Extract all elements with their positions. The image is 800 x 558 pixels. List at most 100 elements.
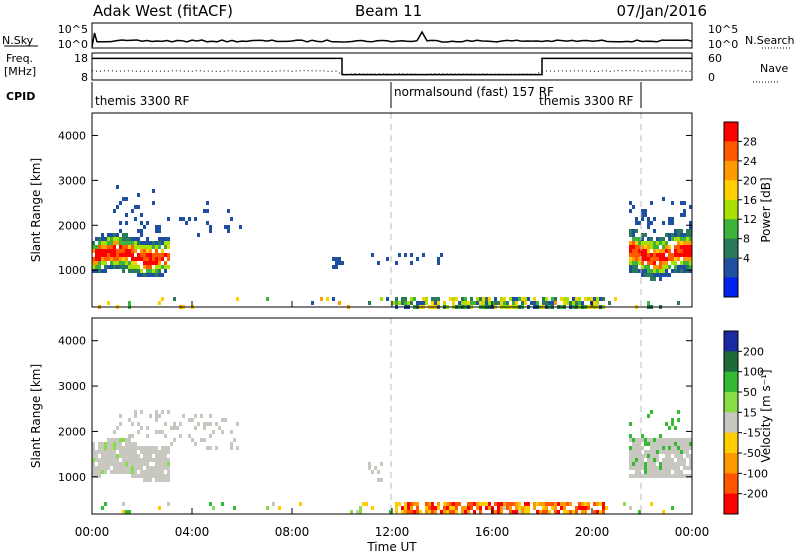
power-cell [665, 273, 668, 277]
power-cell [668, 233, 671, 237]
power-cell [683, 253, 686, 257]
power-cell [92, 265, 95, 269]
velocity-cell [671, 458, 674, 462]
power-cell [467, 301, 470, 305]
velocity-cell [569, 510, 572, 514]
power-cell [404, 253, 407, 257]
power-cell [122, 269, 125, 273]
power-cell [125, 221, 128, 225]
power-cell [548, 301, 551, 305]
power-cell [95, 253, 98, 257]
power-cell [125, 245, 128, 249]
power-cell [629, 245, 632, 249]
time-tick-label: 12:00 [375, 525, 410, 539]
velocity-cell [509, 506, 512, 510]
velocity-cell [146, 478, 149, 482]
velocity-cell [146, 446, 149, 450]
velocity-cell [596, 510, 599, 514]
velocity-cell [380, 462, 383, 466]
velocity-cell [497, 510, 500, 514]
power-cell [635, 237, 638, 241]
power-cell [125, 241, 128, 245]
power-cell [194, 217, 197, 221]
velocity-cell [644, 462, 647, 466]
power-cell [533, 297, 536, 301]
velocity-cell [632, 458, 635, 462]
colorbar-tick-label: 50 [743, 386, 757, 399]
velocity-cell [653, 446, 656, 450]
velocity-cell [653, 462, 656, 466]
velocity-cell [197, 422, 200, 426]
power-cell [674, 257, 677, 261]
power-cell [137, 269, 140, 273]
colorbar-tick-label: 20 [743, 174, 757, 187]
power-cell [515, 297, 518, 301]
velocity-cell [98, 450, 101, 454]
velocity-cell [146, 426, 149, 430]
velocity-cell [464, 506, 467, 510]
power-cell [113, 237, 116, 241]
power-cell [401, 301, 404, 305]
velocity-cell [356, 510, 359, 514]
velocity-cell [122, 458, 125, 462]
power-cell [680, 269, 683, 273]
power-cell [641, 253, 644, 257]
velocity-cell [683, 462, 686, 466]
velocity-cell [116, 426, 119, 430]
power-cell [674, 253, 677, 257]
power-cell [161, 253, 164, 257]
velocity-cell [194, 442, 197, 446]
power-cell [140, 269, 143, 273]
velocity-cell [482, 502, 485, 506]
nsearch-bottom-tick: 10^0 [708, 38, 738, 51]
power-cell [665, 249, 668, 253]
power-cell [650, 241, 653, 245]
velocity-cell [542, 502, 545, 506]
velocity-cell [662, 446, 665, 450]
power-cell [236, 297, 239, 301]
velocity-cell [128, 462, 131, 466]
velocity-cell [164, 466, 167, 470]
power-cell [152, 273, 155, 277]
velocity-cell [656, 446, 659, 450]
velocity-cell [551, 502, 554, 506]
velocity-cell [395, 506, 398, 510]
freq-bottom-tick: 8 [81, 71, 88, 84]
power-cell [134, 237, 137, 241]
velocity-cell [368, 466, 371, 470]
velocity-cell [155, 474, 158, 478]
power-cell [476, 301, 479, 305]
colorbar-swatch [724, 277, 738, 298]
velocity-cell [473, 510, 476, 514]
velocity-cell [374, 466, 377, 470]
velocity-cell [653, 450, 656, 454]
velocity-cell [110, 458, 113, 462]
power-cell [422, 297, 425, 301]
velocity-cell [110, 454, 113, 458]
power-cell [422, 301, 425, 305]
velocity-cell [200, 414, 203, 418]
power-cell [686, 257, 689, 261]
velocity-cell [125, 458, 128, 462]
velocity-cell [128, 450, 131, 454]
velocity-cell [431, 506, 434, 510]
nsky-series-line [91, 30, 693, 48]
power-cell [122, 249, 125, 253]
colorbar-swatch [724, 219, 738, 240]
velocity-cell [674, 438, 677, 442]
colorbar-swatch [724, 412, 738, 434]
power-cell [161, 249, 164, 253]
power-cell [134, 205, 137, 209]
velocity-cell [131, 470, 134, 474]
power-cell [668, 257, 671, 261]
velocity-cell [194, 426, 197, 430]
power-cell [551, 301, 554, 305]
power-cell [677, 237, 680, 241]
velocity-cell [389, 510, 392, 514]
power-cell [125, 249, 128, 253]
velocity-cell [629, 506, 632, 510]
power-cell [437, 261, 440, 265]
velocity-cell [572, 510, 575, 514]
power-cell [131, 265, 134, 269]
velocity-cell [155, 418, 158, 422]
